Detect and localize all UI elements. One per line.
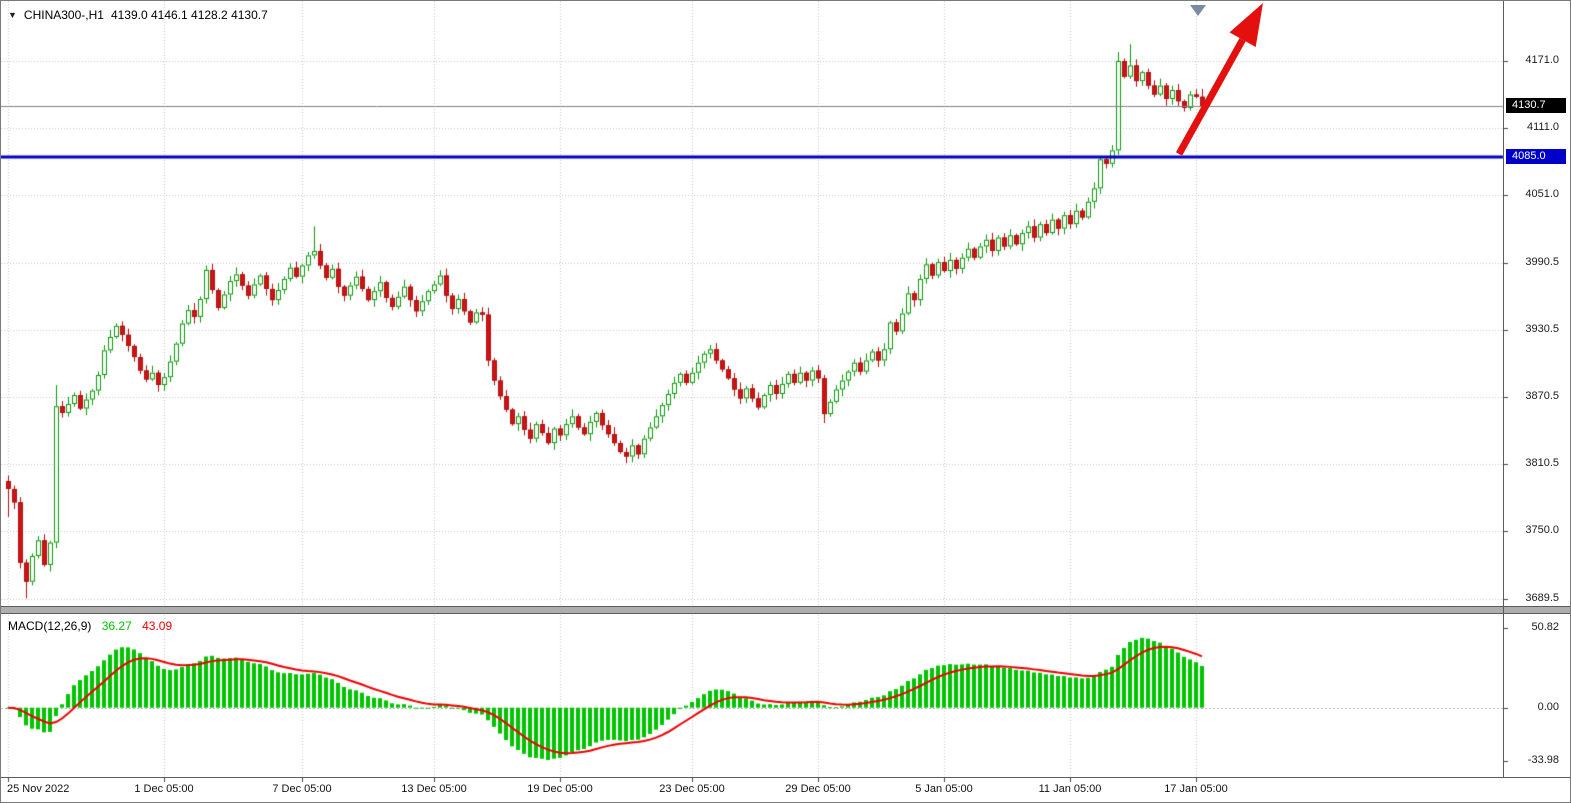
time-axis-label: 1 Dec 05:00 [134, 783, 194, 795]
object-marker-icon[interactable] [1190, 5, 1206, 16]
indicator-axis-label: 50.82 [1531, 620, 1559, 633]
chart-header: ▼ CHINA300-,H1 4139.0 4146.1 4128.2 4130… [8, 8, 268, 22]
time-axis-label: 25 Nov 2022 [7, 783, 70, 795]
price-axis-label: 4111.0 [1526, 121, 1559, 134]
macd-name: MACD(12,26,9) [8, 619, 92, 633]
price-axis-label: 3870.5 [1525, 389, 1559, 402]
price-axis-label: 4171.0 [1525, 54, 1559, 66]
time-axis-label: 29 Dec 05:00 [785, 783, 851, 795]
symbol-dropdown-icon[interactable]: ▼ [8, 9, 17, 20]
time-axis-label: 23 Dec 05:00 [659, 783, 725, 795]
ohlc-values: 4139.0 4146.1 4128.2 4130.7 [110, 8, 268, 22]
time-axis-label: 19 Dec 05:00 [527, 783, 593, 795]
panel-splitter[interactable] [1, 606, 1570, 614]
time-axis-label: 5 Jan 05:00 [915, 783, 973, 795]
indicator-axis-label: -33.98 [1527, 753, 1559, 766]
current-price-badge: 4130.7 [1506, 98, 1566, 114]
indicator-axis-label: 0.00 [1537, 700, 1559, 713]
price-axis-label: 4051.0 [1525, 188, 1559, 201]
price-axis-label: 3810.5 [1525, 456, 1559, 469]
level-price-badge: 4085.0 [1506, 149, 1566, 165]
trend-arrow[interactable] [1171, 1, 1281, 163]
price-axis-border [1503, 1, 1504, 777]
time-axis-label: 13 Dec 05:00 [401, 783, 467, 795]
symbol-timeframe-label: CHINA300-,H1 [23, 8, 104, 22]
price-axis-label: 3990.5 [1525, 255, 1559, 268]
macd-indicator-label: MACD(12,26,9) 36.27 43.09 [8, 619, 172, 633]
price-axis-label: 3930.5 [1525, 322, 1559, 335]
macd-signal-value: 43.09 [142, 619, 173, 633]
time-axis-label: 17 Jan 05:00 [1164, 783, 1228, 795]
price-axis-label: 3689.5 [1525, 592, 1559, 604]
time-axis-label: 11 Jan 05:00 [1038, 783, 1102, 795]
time-axis-label: 7 Dec 05:00 [272, 783, 332, 795]
price-axis-label: 3750.0 [1525, 524, 1559, 537]
macd-main-value: 36.27 [101, 619, 132, 633]
time-axis-border [1, 777, 1570, 778]
